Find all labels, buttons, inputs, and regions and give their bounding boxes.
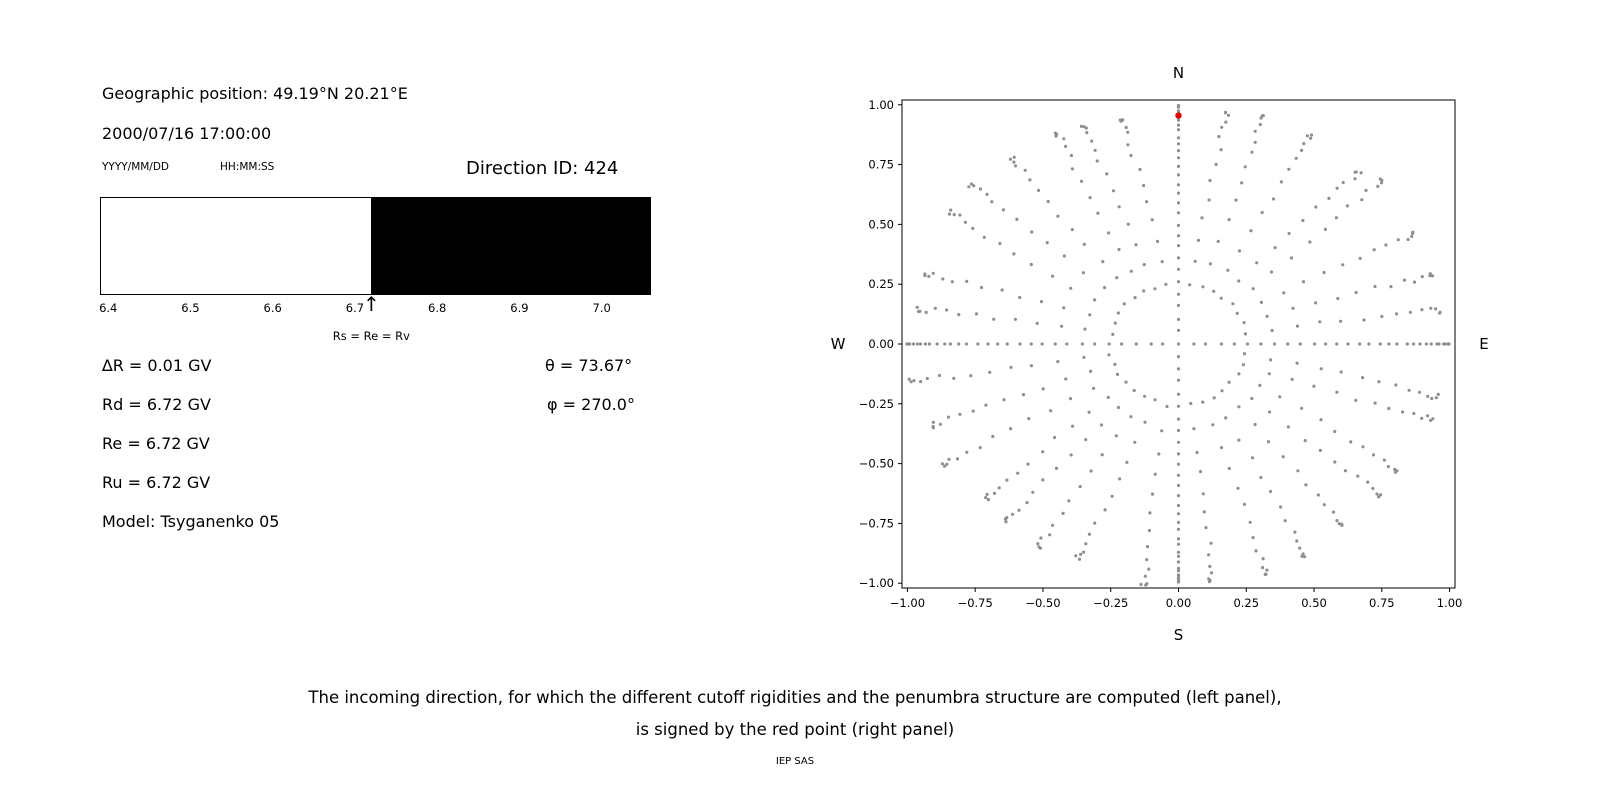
compass-west-label: W [831, 335, 846, 353]
penumbra-tick-label: 6.4 [99, 301, 118, 315]
caption-line-1: The incoming direction, for which the di… [308, 688, 1282, 707]
y-axis-ticks: −1.00 −0.75 −0.50 −0.25 0.00 0.25 0.50 0.75 1.00 [859, 98, 902, 590]
penumbra-tick-label: 6.9 [510, 301, 529, 315]
credit-label: IEP SAS [775, 756, 815, 767]
svg-text:1.00: 1.00 [1437, 596, 1463, 610]
penumbra-tick-label: 7.0 [592, 301, 611, 315]
svg-text:0.00: 0.00 [868, 337, 894, 351]
penumbra-segment-right-black [371, 198, 650, 294]
direction-grid-dots [905, 104, 1451, 587]
penumbra-tick-label: 6.6 [263, 301, 282, 315]
datetime-label: 2000/07/16 17:00:00 [102, 124, 272, 143]
svg-text:−0.50: −0.50 [1025, 596, 1060, 610]
svg-text:0.50: 0.50 [1301, 596, 1327, 610]
geographic-position-label: Geographic position: 49.19°N 20.21°E [102, 84, 408, 103]
x-axis-ticks: −1.00 −0.75 −0.50 −0.25 0.00 0.25 0.50 0.75 1.00 [890, 588, 1463, 610]
svg-text:0.75: 0.75 [1369, 596, 1395, 610]
rd-value: Rd = 6.72 GV [102, 395, 211, 414]
svg-text:−1.00: −1.00 [890, 596, 925, 610]
svg-text:0.75: 0.75 [868, 158, 894, 172]
cutoff-arrow-up-icon: ↑ [362, 292, 380, 316]
compass-south-label: S [1174, 626, 1184, 644]
direction-scatter-plot: −1.00 −0.75 −0.50 −0.25 0.00 0.25 0.50 0.75 1.00… [831, 64, 1489, 644]
svg-text:−0.25: −0.25 [1093, 596, 1128, 610]
svg-text:0.00: 0.00 [1166, 596, 1192, 610]
re-value: Re = 6.72 GV [102, 434, 210, 453]
time-format-hint: HH:MM:SS [220, 161, 275, 173]
theta-angle-label: θ = 73.67° [545, 356, 633, 375]
svg-text:−0.75: −0.75 [859, 516, 894, 530]
penumbra-tick-label: 6.5 [181, 301, 200, 315]
svg-text:−0.25: −0.25 [859, 397, 894, 411]
svg-text:0.25: 0.25 [1233, 596, 1259, 610]
penumbra-axis-ticks: 6.4 6.5 6.6 6.7 6.8 6.9 7.0 [99, 301, 651, 317]
penumbra-bar-chart [100, 197, 651, 295]
cutoff-arrow-label: Rs = Re = Rv [332, 329, 410, 343]
compass-north-label: N [1173, 64, 1184, 82]
penumbra-segment-left-white [101, 198, 372, 294]
svg-text:−1.00: −1.00 [859, 576, 894, 590]
penumbra-tick-label: 6.8 [428, 301, 447, 315]
svg-text:1.00: 1.00 [868, 98, 894, 112]
svg-text:−0.50: −0.50 [859, 457, 894, 471]
compass-east-label: E [1479, 335, 1488, 353]
model-label: Model: Tsyganenko 05 [102, 512, 280, 531]
penumbra-tick-label: 6.7 [345, 301, 365, 315]
svg-text:0.25: 0.25 [868, 277, 894, 291]
svg-text:0.50: 0.50 [868, 217, 894, 231]
caption-line-2: is signed by the red point (right panel) [635, 720, 955, 739]
delta-r-value: ∆R = 0.01 GV [102, 356, 212, 375]
svg-text:−0.75: −0.75 [958, 596, 993, 610]
selected-direction-point [1175, 112, 1182, 119]
direction-id-label: Direction ID: 424 [466, 158, 619, 179]
ru-value: Ru = 6.72 GV [102, 473, 211, 492]
date-format-hint: YYYY/MM/DD [102, 161, 170, 173]
phi-angle-label: φ = 270.0° [547, 395, 635, 414]
